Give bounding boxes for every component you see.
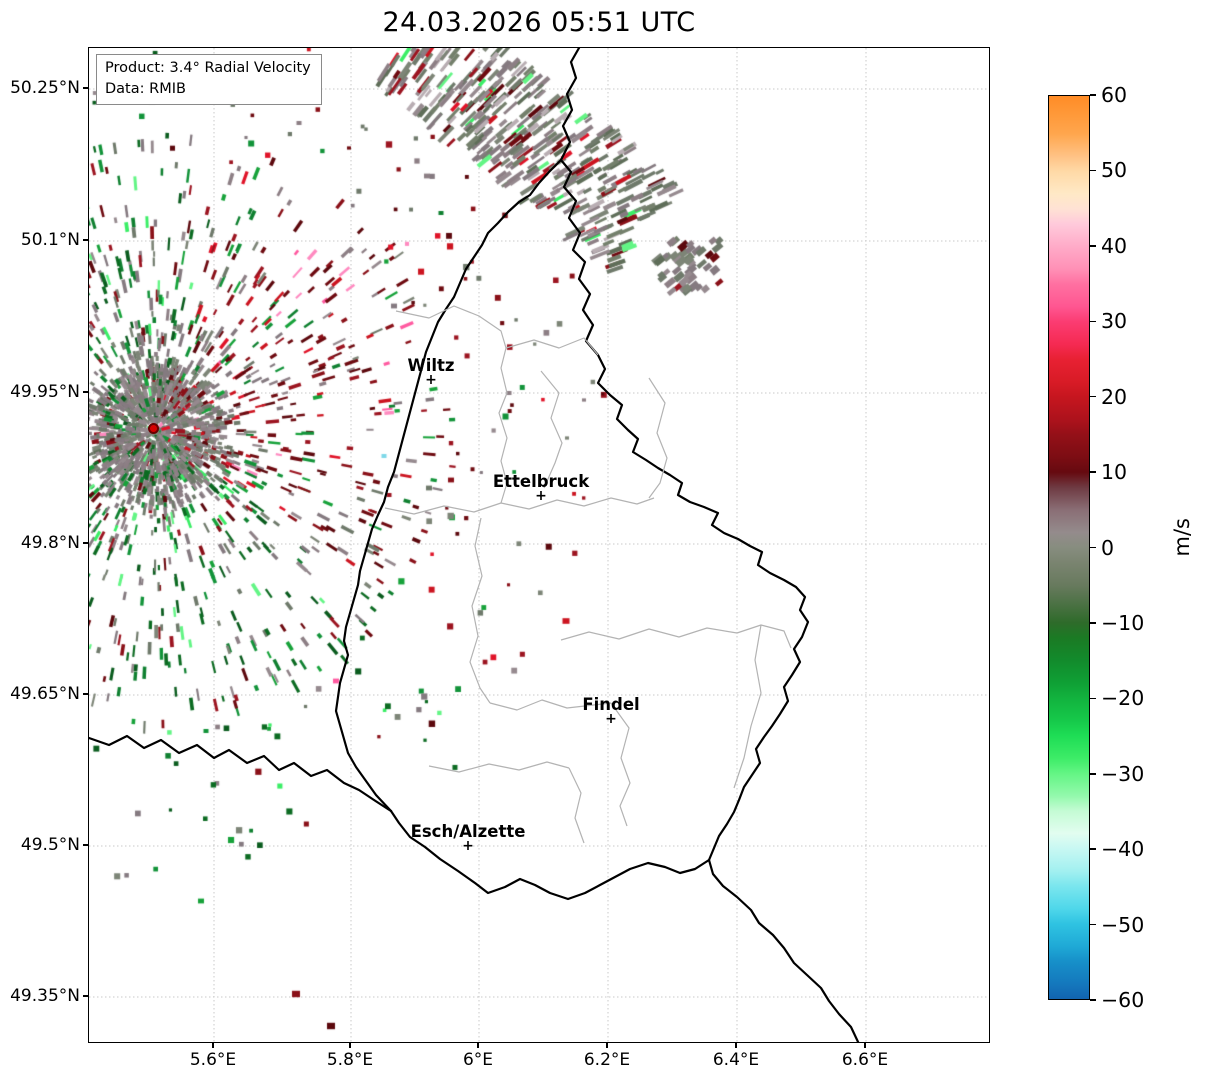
colorbar-tick-label: 20	[1101, 384, 1128, 409]
y-axis-tick	[83, 844, 88, 846]
colorbar-tick	[1090, 320, 1096, 322]
x-axis-tick-label: 5.8°E	[326, 1050, 374, 1070]
product-info-box: Product: 3.4° Radial Velocity Data: RMIB	[96, 54, 322, 106]
radar-site-marker	[148, 423, 159, 434]
radar-echo-layer	[89, 48, 989, 1042]
y-axis-tick-label: 49.65°N	[10, 684, 80, 704]
colorbar-tick-label: −20	[1101, 686, 1145, 711]
x-axis-tick	[864, 1043, 866, 1048]
colorbar	[1048, 95, 1090, 1000]
colorbar-tick	[1090, 94, 1096, 96]
data-source-line: Data: RMIB	[105, 80, 186, 97]
colorbar-tick	[1090, 773, 1096, 775]
colorbar-tick	[1090, 622, 1096, 624]
x-axis-tick	[735, 1043, 737, 1048]
colorbar-tick	[1090, 471, 1096, 473]
city-ettelbruck: Ettelbruck +	[493, 472, 589, 504]
y-axis-tick-label: 49.8°N	[20, 533, 80, 553]
city-marker-cross: +	[535, 488, 547, 504]
y-axis-tick	[83, 239, 88, 241]
colorbar-unit-label: m/s	[1170, 518, 1194, 557]
x-axis-tick	[349, 1043, 351, 1048]
colorbar-tick-label: 0	[1101, 535, 1115, 560]
y-axis-tick	[83, 995, 88, 997]
colorbar-tick-label: −50	[1101, 912, 1145, 937]
figure-title: 24.03.2026 05:51 UTC	[382, 7, 696, 38]
y-axis-tick-label: 49.95°N	[10, 382, 80, 402]
city-findel: Findel +	[582, 695, 639, 727]
x-axis-tick	[212, 1043, 214, 1048]
colorbar-tick	[1090, 999, 1096, 1001]
colorbar-tick-label: −30	[1101, 761, 1145, 786]
x-axis-tick-label: 6.2°E	[583, 1050, 631, 1070]
y-axis-tick	[83, 391, 88, 393]
colorbar-tick-label: −60	[1101, 988, 1145, 1012]
colorbar-gradient	[1049, 96, 1089, 999]
x-axis-tick-label: 6.4°E	[712, 1050, 760, 1070]
city-marker-cross: +	[425, 372, 437, 388]
colorbar-tick-label: 40	[1101, 233, 1128, 258]
colorbar-tick-label: −40	[1101, 837, 1145, 862]
colorbar-tick	[1090, 169, 1096, 172]
colorbar-tick	[1090, 395, 1096, 398]
colorbar-tick-label: 60	[1101, 83, 1128, 107]
colorbar-tick-label: 30	[1101, 309, 1128, 334]
map-plot-area: Product: 3.4° Radial Velocity Data: RMIB…	[88, 47, 990, 1043]
city-wiltz: Wiltz +	[407, 356, 454, 388]
x-axis-tick-label: 5.6°E	[189, 1050, 237, 1070]
colorbar-tick-label: 50	[1101, 158, 1128, 183]
colorbar-tick	[1090, 923, 1096, 926]
city-marker-cross: +	[605, 711, 617, 727]
y-axis-tick-label: 49.35°N	[10, 986, 80, 1006]
colorbar-tick-label: −10	[1101, 610, 1145, 635]
city-esch-alzette: Esch/Alzette +	[411, 822, 526, 854]
x-axis-tick	[606, 1043, 608, 1048]
city-marker-cross: +	[462, 838, 474, 854]
colorbar-tick	[1090, 245, 1096, 247]
colorbar-tick	[1090, 848, 1096, 850]
colorbar-tick	[1090, 697, 1096, 700]
x-axis-tick	[477, 1043, 479, 1048]
x-axis-tick-label: 6°E	[462, 1050, 494, 1070]
y-axis-tick-label: 50.1°N	[20, 230, 80, 250]
y-axis-tick-label: 49.5°N	[20, 835, 80, 855]
colorbar-tick	[1090, 546, 1096, 549]
y-axis-tick	[83, 542, 88, 544]
y-axis-tick-label: 50.25°N	[10, 78, 80, 98]
product-line: Product: 3.4° Radial Velocity	[105, 60, 311, 76]
y-axis-tick	[83, 87, 88, 89]
colorbar-tick-label: 10	[1101, 460, 1128, 485]
y-axis-tick	[83, 693, 88, 695]
x-axis-tick-label: 6.6°E	[841, 1050, 889, 1070]
